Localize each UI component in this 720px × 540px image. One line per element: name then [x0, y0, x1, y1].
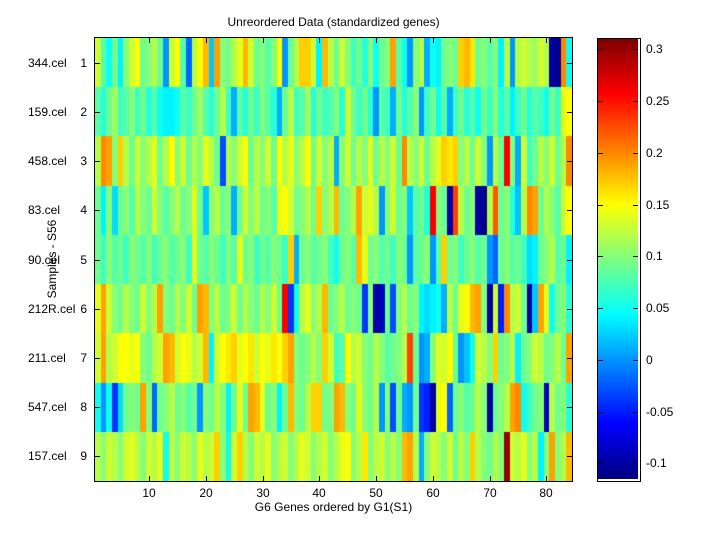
y-tick [95, 456, 100, 457]
colorbar-tick-label: 0.3 [646, 42, 663, 56]
row-name-label: 83.cel [28, 203, 61, 217]
colorbar-canvas [598, 39, 638, 479]
colorbar-border [597, 38, 641, 482]
row-number-label: 5 [80, 253, 87, 267]
x-tick-label: 60 [426, 486, 440, 500]
colorbar-tick-right [633, 360, 638, 361]
x-tick-label: 30 [256, 486, 270, 500]
y-tick [95, 112, 100, 113]
y-tick-right [567, 210, 572, 211]
y-tick-right [567, 456, 572, 457]
row-number-label: 6 [80, 302, 87, 316]
colorbar-tick [598, 256, 603, 257]
x-tick [546, 476, 547, 481]
x-tick-label: 80 [539, 486, 553, 500]
heatmap-canvas [95, 38, 572, 481]
row-name-label: 159.cel [28, 105, 67, 119]
x-tick-top [263, 38, 264, 43]
x-tick [376, 476, 377, 481]
colorbar-tick-right [633, 412, 638, 413]
row-name-label: 344.cel [28, 56, 67, 70]
row-name-label: 547.cel [28, 400, 67, 414]
y-tick-right [567, 112, 572, 113]
y-tick-right [567, 407, 572, 408]
x-tick [433, 476, 434, 481]
row-number-label: 1 [80, 56, 87, 70]
x-tick-label: 10 [142, 486, 156, 500]
x-tick-top [149, 38, 150, 43]
x-tick-top [546, 38, 547, 43]
row-number-label: 8 [80, 400, 87, 414]
y-tick [95, 260, 100, 261]
colorbar-tick [598, 205, 603, 206]
x-tick [206, 476, 207, 481]
y-tick-right [567, 260, 572, 261]
row-number-label: 9 [80, 449, 87, 463]
colorbar-tick-right [633, 205, 638, 206]
x-tick-top [490, 38, 491, 43]
y-tick-right [567, 63, 572, 64]
row-name-label: 211.cel [28, 351, 66, 365]
colorbar-tick-right [633, 49, 638, 50]
colorbar-tick-label: 0.2 [646, 146, 663, 160]
x-axis-label: G6 Genes ordered by G1(S1) [254, 500, 413, 514]
y-tick-right [567, 358, 572, 359]
y-tick-right [567, 309, 572, 310]
colorbar-tick [598, 153, 603, 154]
row-number-label: 7 [80, 351, 87, 365]
colorbar-tick-label: -0.1 [646, 456, 667, 470]
colorbar-tick [598, 101, 603, 102]
x-tick-top [433, 38, 434, 43]
colorbar-tick-right [633, 256, 638, 257]
colorbar-tick-right [633, 101, 638, 102]
colorbar-tick [598, 463, 603, 464]
x-tick-label: 50 [369, 486, 383, 500]
x-tick-label: 70 [483, 486, 497, 500]
colorbar-tick-label: 0.05 [646, 301, 670, 315]
y-tick [95, 407, 100, 408]
row-name-label: 90.cel [28, 253, 61, 267]
colorbar-tick [598, 360, 603, 361]
row-number-label: 3 [80, 154, 87, 168]
row-name-label: 458.cel [28, 154, 67, 168]
x-tick-top [319, 38, 320, 43]
colorbar-tick [598, 308, 603, 309]
x-tick-label: 20 [199, 486, 213, 500]
y-tick [95, 161, 100, 162]
x-tick-label: 40 [312, 486, 326, 500]
chart-title: Unreordered Data (standardized genes) [227, 15, 440, 29]
row-number-label: 2 [80, 105, 87, 119]
row-name-label: 212R.cel [28, 302, 76, 316]
x-tick [263, 476, 264, 481]
colorbar-tick-right [633, 153, 638, 154]
x-tick-top [206, 38, 207, 43]
x-tick [319, 476, 320, 481]
y-tick [95, 210, 100, 211]
colorbar-tick-label: 0.1 [646, 249, 663, 263]
y-tick [95, 358, 100, 359]
y-tick [95, 309, 100, 310]
row-name-label: 157.cel [28, 449, 67, 463]
axes-border [94, 37, 573, 482]
colorbar-tick [598, 412, 603, 413]
colorbar-tick-right [633, 463, 638, 464]
row-number-label: 4 [80, 203, 87, 217]
colorbar-tick-label: 0 [646, 353, 653, 367]
colorbar-tick-label: -0.05 [646, 405, 674, 419]
colorbar-tick-right [633, 308, 638, 309]
x-tick-top [376, 38, 377, 43]
colorbar-tick-label: 0.15 [646, 198, 670, 212]
y-tick [95, 63, 100, 64]
y-tick-right [567, 161, 572, 162]
x-tick [490, 476, 491, 481]
colorbar-tick [598, 49, 603, 50]
x-tick [149, 476, 150, 481]
colorbar-tick-label: 0.25 [646, 94, 670, 108]
